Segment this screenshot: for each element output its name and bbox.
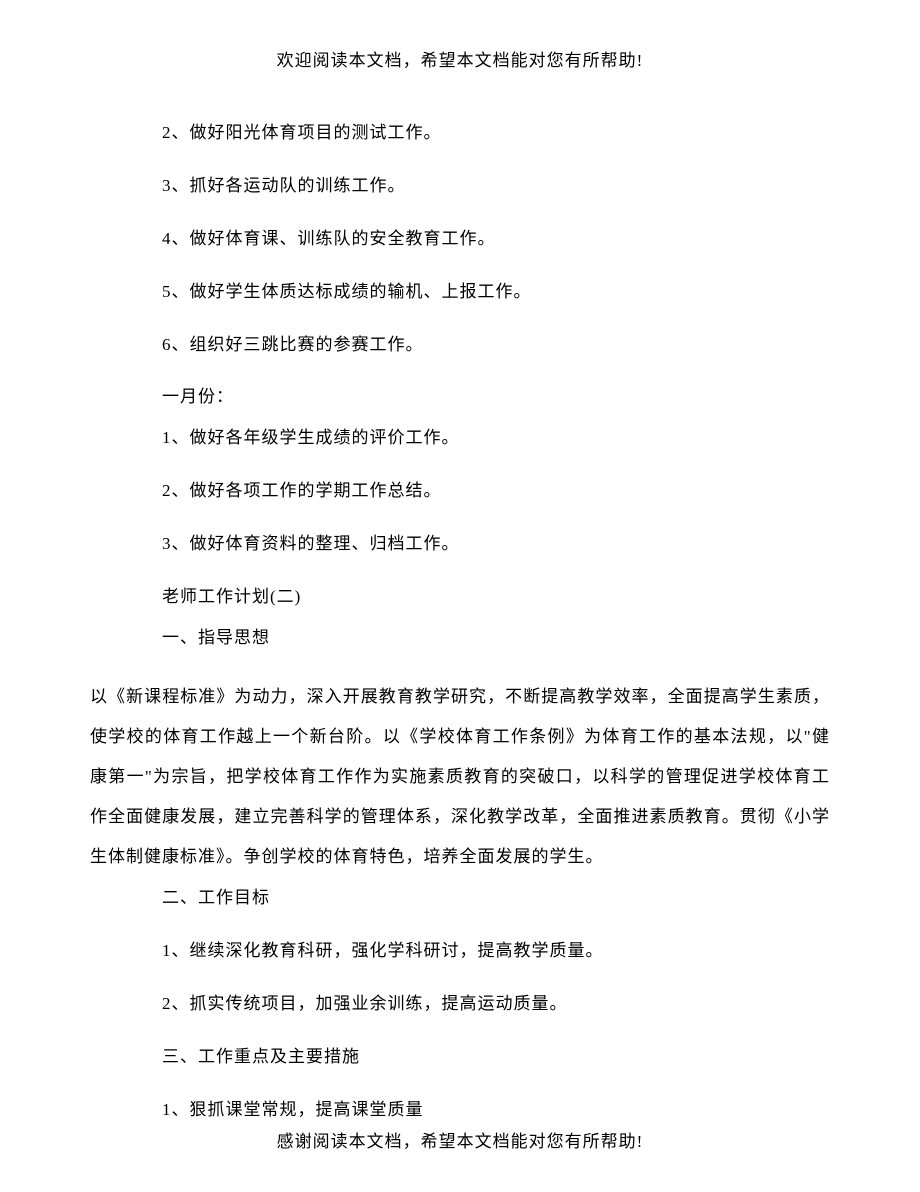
list-item: 1、继续深化教育科研，强化学科研讨，提高教学质量。 xyxy=(162,937,810,966)
section-heading: 一、指导思想 xyxy=(162,624,810,653)
paragraph-container: 以《新课程标准》为动力，深入开展教育教学研究，不断提高教学效率，全面提高学生素质… xyxy=(90,677,830,877)
section-heading: 三、工作重点及主要措施 xyxy=(162,1043,810,1072)
list-item: 2、做好阳光体育项目的测试工作。 xyxy=(162,119,810,148)
document-content: 2、做好阳光体育项目的测试工作。 3、抓好各运动队的训练工作。 4、做好体育课、… xyxy=(90,119,830,1125)
list-item: 5、做好学生体质达标成绩的输机、上报工作。 xyxy=(162,278,810,307)
list-item: 1、狠抓课堂常规，提高课堂质量 xyxy=(162,1096,810,1125)
list-item: 2、抓实传统项目，加强业余训练，提高运动质量。 xyxy=(162,990,810,1019)
section-heading: 二、工作目标 xyxy=(162,884,810,913)
section-title: 老师工作计划(二) xyxy=(162,583,810,612)
list-item: 3、做好体育资料的整理、归档工作。 xyxy=(162,530,810,559)
body-paragraph: 以《新课程标准》为动力，深入开展教育教学研究，不断提高教学效率，全面提高学生素质… xyxy=(90,677,830,877)
document-header: 欢迎阅读本文档，希望本文档能对您有所帮助! xyxy=(90,46,830,71)
document-footer: 感谢阅读本文档，希望本文档能对您有所帮助! xyxy=(0,1127,920,1152)
list-item: 1、做好各年级学生成绩的评价工作。 xyxy=(162,424,810,453)
list-item: 4、做好体育课、训练队的安全教育工作。 xyxy=(162,225,810,254)
list-item: 6、组织好三跳比赛的参赛工作。 xyxy=(162,331,810,360)
list-item: 3、抓好各运动队的训练工作。 xyxy=(162,172,810,201)
section-heading: 一月份： xyxy=(162,383,810,412)
list-item: 2、做好各项工作的学期工作总结。 xyxy=(162,477,810,506)
